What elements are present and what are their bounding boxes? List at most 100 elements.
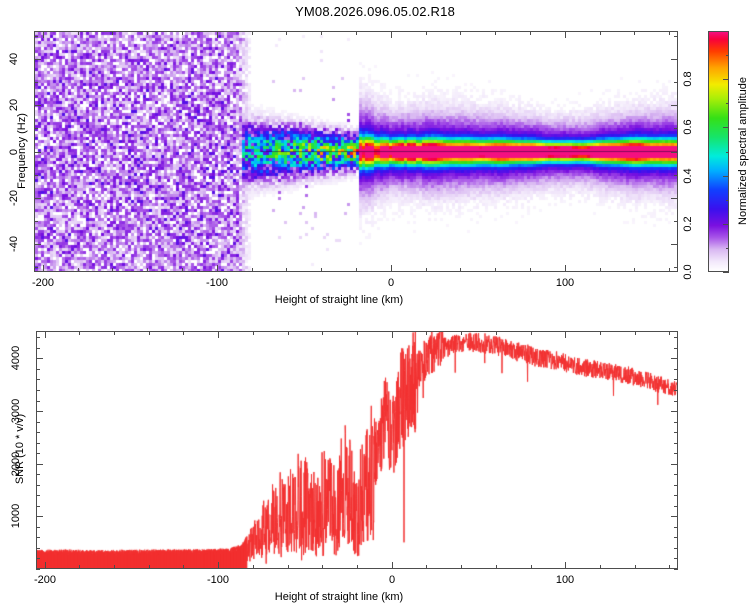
axis-tick (43, 31, 44, 38)
axis-tick (726, 55, 729, 56)
axis-tick (36, 443, 40, 444)
axis-tick (634, 268, 635, 272)
y-tick-label: 4000 (10, 345, 22, 371)
axis-tick (530, 31, 531, 35)
axis-tick (674, 485, 678, 486)
axis-tick (723, 79, 729, 80)
axis-tick (286, 268, 287, 272)
axis-tick (674, 267, 678, 268)
colorbar-tick-label: 0.8 (682, 71, 694, 87)
axis-tick (600, 565, 601, 569)
axis-tick (674, 422, 678, 423)
x-tick-label: 0 (388, 574, 396, 586)
axis-tick (600, 31, 601, 35)
axis-tick (495, 31, 496, 35)
axis-tick (674, 548, 678, 549)
snr-panel (36, 331, 678, 569)
axis-tick (149, 565, 150, 569)
axis-tick (674, 537, 678, 538)
axis-tick (218, 331, 219, 338)
axis-tick (674, 558, 678, 559)
axis-tick (217, 265, 218, 272)
axis-tick (674, 36, 678, 37)
colorbar-tick-label: 0.2 (682, 216, 694, 232)
axis-tick (674, 175, 678, 176)
axis-tick (600, 331, 601, 335)
axis-tick (36, 548, 40, 549)
axis-tick (252, 31, 253, 35)
axis-tick (34, 59, 41, 60)
axis-tick (723, 272, 729, 273)
axis-tick (79, 331, 80, 335)
axis-tick (392, 331, 393, 338)
axis-tick (669, 331, 670, 335)
axis-tick (36, 474, 40, 475)
axis-tick (671, 59, 678, 60)
axis-tick (36, 527, 40, 528)
axis-tick (321, 268, 322, 272)
axis-tick (496, 331, 497, 335)
axis-tick (288, 331, 289, 335)
axis-tick (460, 268, 461, 272)
axis-tick (183, 565, 184, 569)
spectrogram-y-axis-title: Frequency (Hz) (16, 112, 28, 189)
axis-tick (149, 331, 150, 335)
axis-tick (726, 248, 729, 249)
axis-tick (183, 331, 184, 335)
axis-tick (674, 443, 678, 444)
axis-tick (36, 358, 43, 359)
axis-tick (34, 175, 38, 176)
axis-tick (36, 432, 40, 433)
axis-tick (36, 464, 43, 465)
axis-tick (635, 331, 636, 335)
axis-tick (34, 221, 38, 222)
axis-tick (34, 105, 41, 106)
x-tick-label: 100 (555, 277, 575, 289)
axis-tick (36, 337, 40, 338)
axis-tick (531, 331, 532, 335)
axis-tick (36, 390, 40, 391)
spectrogram-panel (34, 31, 678, 272)
axis-tick (565, 31, 566, 38)
axis-tick (79, 565, 80, 569)
axis-tick (252, 268, 253, 272)
axis-tick (322, 565, 323, 569)
axis-tick (674, 495, 678, 496)
axis-tick (253, 565, 254, 569)
axis-tick (674, 401, 678, 402)
axis-tick (426, 31, 427, 35)
snr-trace-line (37, 332, 677, 568)
figure-title: YM08.2026.096.05.02.R18 (295, 4, 455, 19)
snr-y-axis-title: SNR (10 * v/v) (14, 413, 26, 485)
axis-tick (674, 379, 678, 380)
axis-tick (78, 268, 79, 272)
axis-tick (182, 268, 183, 272)
axis-tick (36, 401, 40, 402)
axis-tick (147, 268, 148, 272)
axis-tick (426, 331, 427, 335)
axis-tick (357, 565, 358, 569)
y-tick-label: 1000 (10, 503, 22, 529)
colorbar-tick-label: 0.4 (682, 168, 694, 184)
axis-tick (674, 221, 678, 222)
axis-tick (34, 152, 41, 153)
axis-tick (356, 31, 357, 35)
axis-tick (723, 224, 729, 225)
x-tick-label: -100 (206, 574, 230, 586)
axis-tick (114, 565, 115, 569)
spectrogram-image (35, 32, 677, 271)
axis-tick (36, 348, 40, 349)
axis-tick (36, 369, 40, 370)
axis-tick (726, 152, 729, 153)
axis-tick (426, 565, 427, 569)
axis-tick (565, 265, 566, 272)
colorbar-tick-label: 0.0 (682, 264, 694, 280)
axis-tick (43, 265, 44, 272)
axis-tick (36, 516, 43, 517)
axis-tick (461, 565, 462, 569)
axis-tick (496, 565, 497, 569)
axis-tick (45, 562, 46, 569)
snr-plot-area (37, 332, 677, 568)
axis-tick (114, 331, 115, 335)
